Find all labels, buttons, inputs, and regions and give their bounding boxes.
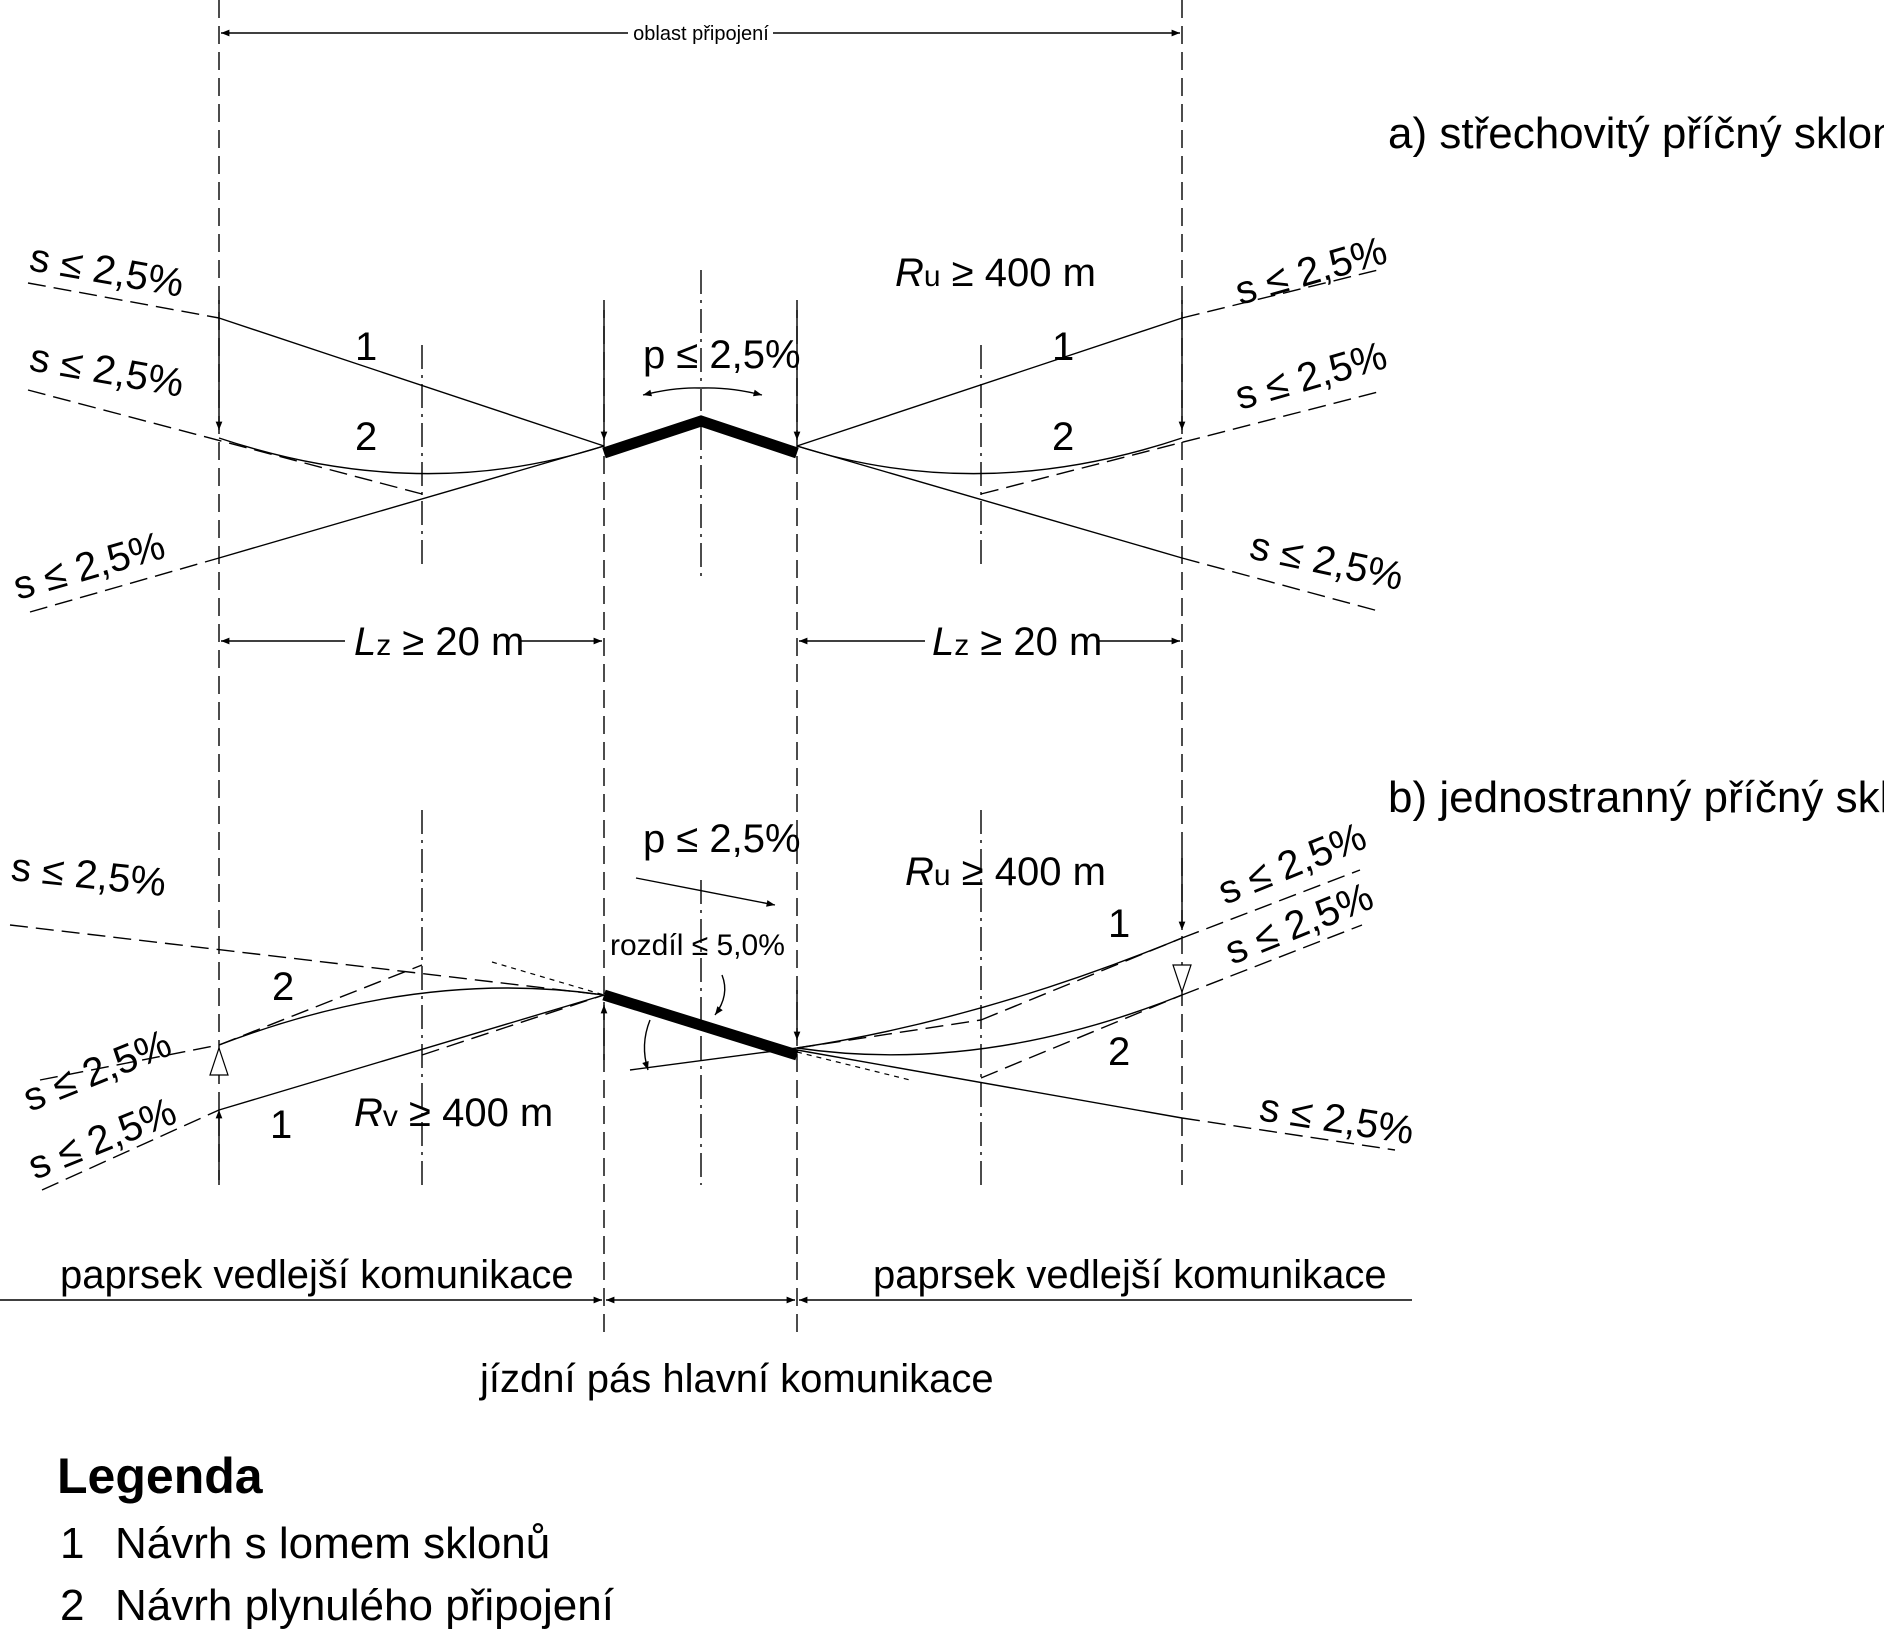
section-b-title: b) jednostranný příčný sklon (1388, 773, 1884, 822)
slope-label-a-6: s ≤ 2,5% (1246, 524, 1407, 599)
radius-label-b: Ru ≥ 400 m (905, 850, 1106, 894)
section-a-title: a) střechovitý příčný sklon (1388, 109, 1884, 158)
radius-label-a: Ru ≥ 400 m (895, 251, 1096, 295)
length-label-left: Lz ≥ 20 m (354, 620, 524, 664)
crossfall-label-b: p ≤ 2,5% (643, 817, 801, 861)
road-labels: paprsek vedlejší komunikace paprsek vedl… (0, 1253, 1412, 1401)
curve-left-2-b (218, 987, 605, 1046)
slope-right-line-1 (796, 317, 1183, 447)
curve-right-2-b (796, 994, 1183, 1056)
curve-2-left-b: 2 (272, 965, 294, 1009)
slope-left-ext-2-b (39, 1044, 220, 1081)
slope-left-line-1-b (218, 994, 605, 1111)
length-label-right: Lz ≥ 20 m (932, 620, 1102, 664)
ref-line-b (629, 1047, 798, 1071)
main-road-crossfall-a (602, 415, 799, 459)
curve-right-1-b (796, 937, 1183, 1049)
main-road-crossfall-b (602, 989, 799, 1061)
legend-item-1-num: 1 (60, 1519, 84, 1568)
section-b: p ≤ 2,5% rozdíl ≤ 5,0% Ru ≥ 400 m Rv ≥ 4… (9, 814, 1417, 1191)
hollow-marker-left (209, 1046, 229, 1076)
slope-label-a-3: s ≤ 2,5% (8, 524, 169, 609)
connection-area-label: oblast připojení (633, 23, 769, 45)
section-a: p ≤ 2,5% Ru ≥ 400 m 1 2 1 2 s ≤ 2,5% s ≤… (8, 229, 1407, 664)
slope-right-ext-lower (1181, 557, 1383, 613)
curve-1-right-b: 1 (1108, 902, 1130, 946)
slope-label-a-4: s ≤ 2,5% (1230, 229, 1391, 314)
side-road-label-left: paprsek vedlejší komunikace (60, 1253, 574, 1297)
slope-right-ext-lower-b (1181, 1117, 1396, 1151)
slope-left-break (27, 389, 423, 495)
slope-label-a-2: s ≤ 2,5% (26, 336, 187, 406)
slope-left-ext-1-b (41, 1109, 220, 1191)
slope-left-upper-b (9, 924, 605, 996)
curve-1-right-a: 1 (1052, 325, 1074, 369)
vertical-guides (218, 0, 1183, 1340)
curve-right-smooth-a (796, 437, 1183, 475)
curve-left-smooth-a (218, 437, 605, 475)
curve-1-left-a: 1 (355, 325, 377, 369)
slope-left-line-1 (218, 317, 605, 447)
curve-1-left-b: 1 (270, 1103, 292, 1147)
legend: Legenda 1 Návrh s lomem sklonů 2 Návrh p… (57, 1448, 615, 1630)
connection-area-dimension: oblast připojení (221, 23, 1181, 45)
legend-item-2-num: 2 (60, 1581, 84, 1630)
legend-item-2-text: Návrh plynulého připojení (115, 1581, 615, 1630)
curve-2-left-a: 2 (355, 415, 377, 459)
slope-label-a-1: s ≤ 2,5% (26, 236, 187, 306)
slope-right-line-lower (796, 445, 1183, 559)
slope-right-lower-b (796, 1049, 1183, 1119)
slope-left-ext-1 (27, 282, 220, 319)
curve-2-right-a: 2 (1052, 415, 1074, 459)
radius-down-label: Rv ≥ 400 m (354, 1091, 553, 1135)
slope-left-ext-lower (29, 557, 220, 613)
slope-left-line-lower (218, 445, 605, 559)
legend-item-1-text: Návrh s lomem sklonů (115, 1519, 550, 1568)
crossfall-label-a: p ≤ 2,5% (643, 333, 801, 377)
slope-right-break (980, 391, 1379, 495)
legend-title: Legenda (57, 1448, 264, 1504)
hollow-marker-right (1172, 964, 1192, 994)
slope-label-b-6: s ≤ 2,5% (1257, 1085, 1417, 1153)
side-road-label-right: paprsek vedlejší komunikace (873, 1253, 1387, 1297)
main-carriageway-label: jízdní pás hlavní komunikace (479, 1357, 994, 1401)
slope-label-a-5: s ≤ 2,5% (1230, 334, 1391, 419)
curve-2-right-b: 2 (1108, 1030, 1130, 1074)
difference-label: rozdíl ≤ 5,0% (610, 929, 785, 962)
slope-right-ext-1 (1181, 269, 1379, 319)
slope-label-b-1: s ≤ 2,5% (9, 845, 168, 905)
